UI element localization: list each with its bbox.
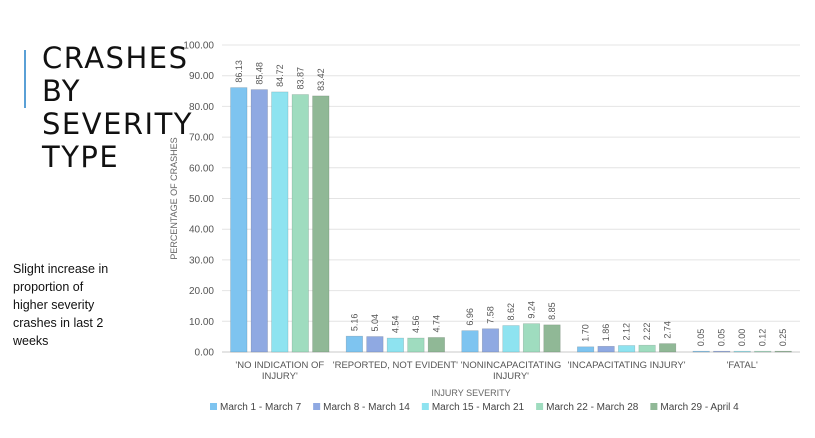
note-line: weeks [13,334,49,348]
bar [774,350,792,353]
data-label: 84.72 [275,64,285,87]
data-label: 7.58 [486,306,496,324]
legend-label: March 29 - April 4 [660,402,739,413]
y-tick-label: 50.00 [189,194,214,205]
y-axis-title: PERCENTAGE OF CRASHES [169,137,179,259]
data-label: 5.16 [349,314,359,332]
data-label: 0.05 [717,329,727,347]
y-tick-label: 20.00 [189,286,214,297]
title-line: BY [42,74,82,108]
bar [386,337,404,353]
data-label: 0.05 [696,329,706,347]
bar [481,328,500,353]
y-tick-label: 90.00 [189,71,214,82]
bar [597,345,615,353]
title-accent-bar [24,50,26,108]
side-note: Slight increase in proportion of higher … [13,260,133,350]
slide-title: CRASHES BY SEVERITY TYPE [42,41,194,174]
bar [250,89,268,353]
bar [461,330,479,353]
data-label: 0.25 [778,329,788,347]
y-tick-label: 100.00 [183,41,214,52]
bar [271,91,289,353]
category-label: 'FATAL' [727,360,758,371]
legend-swatch [210,403,217,410]
data-label: 8.62 [506,303,516,321]
x-axis-title: INJURY SEVERITY [431,388,510,398]
legend-swatch [421,403,429,410]
data-label: 4.74 [431,315,441,333]
bar [754,350,772,353]
category-label: 'NO INDICATION OF [235,360,324,371]
bar [502,325,520,353]
y-tick-label: 70.00 [189,133,214,144]
bar [366,336,384,353]
category-label: 'REPORTED, NOT EVIDENT' [333,360,458,371]
bar [577,346,595,353]
data-label: 86.13 [234,60,244,83]
bar [427,337,445,353]
bar [230,87,248,353]
data-label: 4.56 [411,315,421,333]
data-label: 6.96 [465,308,475,326]
bar [733,350,751,353]
data-label: 1.86 [601,324,611,342]
bar [692,350,710,353]
data-label: 0.12 [758,329,768,347]
data-label: 85.48 [254,62,264,85]
bar [659,343,677,353]
data-label: 1.70 [581,324,591,342]
title-line: SEVERITY [42,107,194,141]
category-label: 'NONINCAPACITATING [461,360,562,371]
bar [522,323,541,353]
category-label: INJURY' [493,371,529,382]
note-line: Slight increase in [13,262,109,276]
legend-label: March 15 - March 21 [432,402,525,413]
legend-label: March 22 - March 28 [546,402,639,413]
legend-swatch [313,403,321,410]
bar [291,94,309,353]
legend-label: March 8 - March 14 [323,402,410,413]
note-line: crashes in last 2 [13,316,104,330]
title-line: TYPE [42,140,120,174]
y-tick-label: 40.00 [189,225,214,236]
y-tick-label: 10.00 [189,317,214,328]
bar [713,350,731,353]
data-label: 8.85 [547,302,557,320]
y-tick-label: 30.00 [189,255,214,266]
bar [345,335,363,353]
data-label: 83.42 [316,68,326,91]
note-line: higher severity [13,298,95,312]
title-line: CRASHES [42,41,189,75]
data-label: 9.24 [527,301,537,319]
data-label: 2.12 [622,323,632,341]
legend-label: March 1 - March 7 [220,402,302,413]
bar [543,324,561,353]
category-label: 'INCAPACITATING INJURY' [568,360,686,371]
data-label: 2.22 [642,323,652,341]
y-tick-label: 60.00 [189,163,214,174]
data-label: 83.87 [295,67,305,90]
legend-swatch [536,403,544,410]
category-label: INJURY' [262,371,298,382]
data-label: 5.04 [370,314,380,332]
bar [618,345,636,353]
y-tick-label: 80.00 [189,102,214,113]
data-label: 2.74 [663,321,673,339]
data-label: 0.00 [737,329,747,347]
note-line: proportion of [13,280,84,294]
bar [312,95,330,353]
legend-swatch [650,403,658,410]
data-label: 4.54 [390,316,400,334]
y-tick-label: 0.00 [195,348,215,359]
bar [638,344,656,353]
bar [407,337,425,353]
